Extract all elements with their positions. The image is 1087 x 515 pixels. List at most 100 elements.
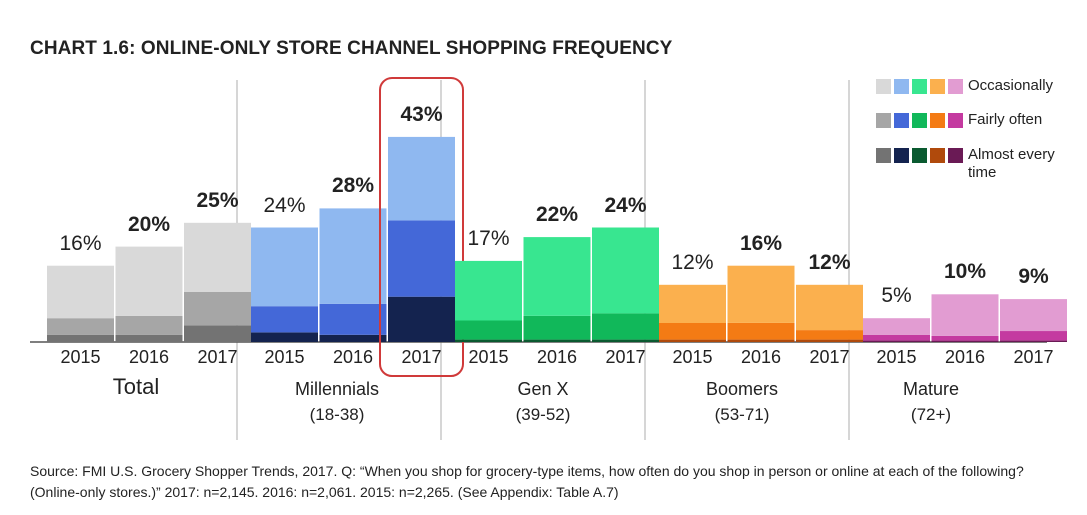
legend-swatch-fairly-often-total [876,113,891,128]
legend-label-fairly-often: Fairly often [968,111,1043,128]
year-label-millennials-2015: 2015 [264,347,305,367]
year-label-mature-2015: 2015 [876,347,917,367]
bar-gen-x-2016-fairly-often [523,315,591,340]
legend-swatch-occasionally-boomers [930,79,945,94]
value-label-millennials-2016: 28% [331,174,375,198]
legend-swatch-almost-every-time-millennials [894,148,909,163]
legend-swatch-occasionally-millennials [894,79,909,94]
bar-millennials-2017-fairly-often [388,220,455,297]
value-label-boomers-2017: 12% [808,250,851,274]
group-subtitle-boomers: (53-71) [714,405,770,424]
bar-mature-2017-occasionally [1000,299,1067,332]
year-label-millennials-2017: 2017 [401,347,442,367]
bar-boomers-2015-occasionally [659,284,726,323]
group-label-gen-x: Gen X [517,379,569,399]
bar-millennials-2017-almost-every-time [388,296,455,342]
legend-swatch-occasionally-total [876,79,891,94]
bar-millennials-2015-occasionally [251,227,318,307]
bar-mature-2017-fairly-often [1000,331,1067,341]
value-label-mature-2015: 5% [881,284,912,308]
bar-boomers-2016-fairly-often [727,322,795,340]
legend-swatch-fairly-often-millennials [894,113,909,128]
bar-mature-2017-almost-every-time [1000,340,1067,342]
group-subtitle-millennials: (18-38) [309,405,365,424]
year-label-boomers-2017: 2017 [809,347,850,367]
legend-swatch-fairly-often-gen-x [912,113,927,128]
value-label-boomers-2015: 12% [671,250,714,274]
bar-gen-x-2015-occasionally [455,260,522,321]
year-label-total-2015: 2015 [60,347,101,367]
bar-mature-2016-almost-every-time [931,340,999,342]
year-label-total-2017: 2017 [197,347,238,367]
year-label-mature-2016: 2016 [944,347,986,367]
bar-millennials-2016-occasionally [319,208,387,304]
legend-swatch-almost-every-time-boomers [930,148,945,163]
bar-total-2015-fairly-often [47,318,114,335]
value-label-mature-2016: 10% [943,260,987,284]
bar-total-2017-fairly-often [184,291,251,326]
bar-total-2016-fairly-often [115,315,183,335]
year-label-total-2016: 2016 [128,347,170,367]
bar-boomers-2017-almost-every-time [796,339,863,342]
year-label-boomers-2015: 2015 [672,347,713,367]
bar-gen-x-2015-almost-every-time [455,339,522,342]
value-label-boomers-2016: 16% [739,231,783,255]
highlight-box [379,77,464,377]
legend-swatch-fairly-often-boomers [930,113,945,128]
bar-total-2015-almost-every-time [47,334,114,342]
bar-total-2016-occasionally [115,246,183,316]
bar-millennials-2015-almost-every-time [251,332,318,342]
bar-total-2016-almost-every-time [115,334,183,342]
legend-label-occasionally: Occasionally [968,77,1054,94]
value-label-gen-x-2015: 17% [467,226,510,250]
bar-mature-2015-fairly-often [863,334,930,341]
bar-mature-2016-occasionally [931,294,999,336]
value-label-total-2016: 20% [127,212,171,236]
legend-swatch-almost-every-time-total [876,148,891,163]
value-label-gen-x-2017: 24% [604,193,647,217]
year-label-gen-x-2017: 2017 [605,347,646,367]
bar-total-2015-occasionally [47,265,114,319]
group-label-total: Total [112,374,160,399]
legend-swatch-occasionally-mature [948,79,963,94]
source-note: Source: FMI U.S. Grocery Shopper Trends,… [30,463,1024,500]
bar-boomers-2017-fairly-often [796,330,863,340]
year-label-gen-x-2016: 2016 [536,347,578,367]
legend-label-almost-every-time: Almost every time [968,146,1055,181]
bar-gen-x-2016-almost-every-time [523,339,591,342]
bar-boomers-2015-fairly-often [659,322,726,340]
legend-swatch-fairly-often-mature [948,113,963,128]
legend-swatch-almost-every-time-mature [948,148,963,163]
bar-gen-x-2017-fairly-often [592,313,659,340]
bar-millennials-2017-occasionally [388,136,455,221]
group-subtitle-mature: (72+) [910,405,952,424]
year-label-boomers-2016: 2016 [740,347,782,367]
bar-mature-2016-fairly-often [931,335,999,341]
value-label-millennials-2015: 24% [263,193,306,217]
bar-gen-x-2016-occasionally [523,237,591,316]
group-label-millennials: Millennials [294,379,380,399]
year-label-gen-x-2015: 2015 [468,347,509,367]
legend-swatch-almost-every-time-gen-x [912,148,927,163]
value-label-mature-2017: 9% [1018,265,1049,289]
bar-gen-x-2017-occasionally [592,227,659,314]
group-label-mature: Mature [902,379,960,399]
chart-title: CHART 1.6: ONLINE-ONLY STORE CHANNEL SHO… [30,38,673,59]
bar-gen-x-2017-almost-every-time [592,339,659,342]
bar-boomers-2017-occasionally [796,284,863,331]
group-label-boomers: Boomers [705,379,779,399]
value-label-total-2015: 16% [59,231,102,255]
bar-mature-2015-occasionally [863,318,930,335]
bar-gen-x-2015-fairly-often [455,320,522,340]
bar-millennials-2015-fairly-often [251,306,318,333]
bar-boomers-2016-almost-every-time [727,339,795,342]
legend-swatch-occasionally-gen-x [912,79,927,94]
bar-millennials-2016-almost-every-time [319,334,387,342]
bar-total-2017-almost-every-time [184,325,251,342]
bar-boomers-2015-almost-every-time [659,339,726,342]
group-subtitle-gen-x: (39-52) [515,405,571,424]
value-label-total-2017: 25% [196,188,239,212]
bar-total-2017-occasionally [184,222,251,292]
bar-millennials-2016-fairly-often [319,303,387,335]
